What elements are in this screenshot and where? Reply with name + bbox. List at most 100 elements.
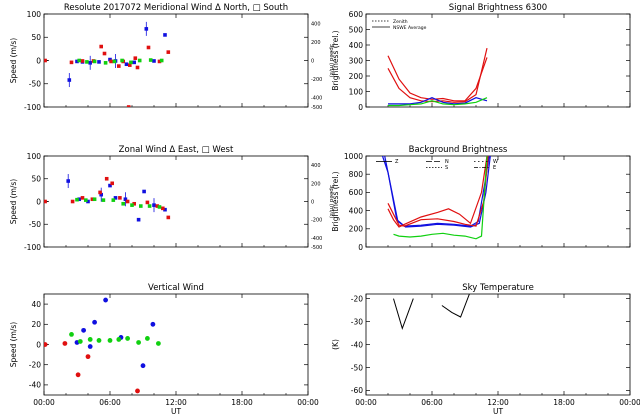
merid-ylabel: Speed (m/s) <box>9 38 18 84</box>
signal-ytick-label: 300 <box>349 56 364 65</box>
zonal-point-green <box>147 204 152 208</box>
background-legend-label: S <box>445 165 448 171</box>
merid-point-green <box>159 58 164 63</box>
merid-point-red <box>157 59 162 64</box>
merid-title: Resolute 2017072 Meridional Wind Δ North… <box>64 3 288 13</box>
background-series-green <box>393 156 488 240</box>
sky-xtick-label: 18:00 <box>553 398 575 407</box>
merid-point-red <box>44 58 47 63</box>
zonal-ytick-right-label: -400 <box>311 236 322 242</box>
vertical-title: Vertical Wind <box>148 283 204 293</box>
vertical-point-green <box>107 338 113 343</box>
zonal-point-blue <box>108 183 112 188</box>
background-ytick-label: 0 <box>358 243 363 252</box>
merid-point-green <box>120 58 124 63</box>
zonal-point-green <box>84 198 88 202</box>
merid-point-blue <box>97 60 101 64</box>
vertical-ytick-label: 0 <box>36 340 41 349</box>
background-axes-frame <box>365 155 631 248</box>
sky-xtick-label: 12:00 <box>487 398 509 407</box>
zonal-point-green <box>92 197 97 202</box>
vertical-ytick-label: 20 <box>31 320 41 329</box>
signal-title: Signal Brightness 6300 <box>449 3 547 13</box>
merid-ytick-right-label: -400 <box>311 96 322 102</box>
background-ylabel: Brightness (rel.) <box>331 171 340 231</box>
sky-ylabel: (K) <box>331 339 340 350</box>
chart-sky: Sky Temperature -60 -50 -40 -30 -20 00:00 06:00… <box>331 283 640 416</box>
zonal-point-red <box>145 200 150 205</box>
sky-ytick-label: -20 <box>351 294 363 303</box>
vertical-point-green <box>145 336 150 341</box>
vertical-point-blue <box>140 363 146 369</box>
zonal-point-red <box>118 196 122 200</box>
vertical-point-red <box>85 354 91 360</box>
signal-ytick-label: 0 <box>358 103 363 112</box>
zonal-point-green <box>75 197 79 202</box>
merid-point-green <box>85 60 89 64</box>
vertical-ylabel: Speed (m/s) <box>9 322 18 368</box>
merid-point-red <box>69 60 74 65</box>
vertical-point-green <box>87 337 93 342</box>
merid-ytick-right-label: -200 <box>311 77 322 83</box>
merid-point-green <box>77 58 81 63</box>
merid-point-red <box>117 64 121 68</box>
signal-series-red-1 <box>387 55 488 102</box>
merid-plot-area <box>44 21 171 107</box>
zonal-point-red <box>98 190 102 195</box>
zonal-ytick-label: 100 <box>27 152 42 161</box>
vertical-point-red <box>44 342 48 347</box>
merid-point-red <box>99 44 103 49</box>
zonal-ytick-label: 0 <box>36 197 41 206</box>
zonal-point-red <box>161 206 165 211</box>
signal-ylabel: Brightness (rel.) <box>331 30 340 90</box>
zonal-point-green <box>101 198 106 202</box>
zonal-point-blue <box>136 217 141 222</box>
signal-legend-label: Zenith <box>393 19 408 25</box>
chart-merid: Resolute 2017072 Meridional Wind Δ North… <box>9 3 334 112</box>
zonal-ytick-right-label: 400 <box>311 163 321 169</box>
zonal-point-green <box>139 204 143 208</box>
signal-ytick-label: 500 <box>349 25 364 34</box>
background-legend-label: E <box>493 165 496 171</box>
zonal-point-red <box>110 181 114 186</box>
vertical-ytick-label: 40 <box>31 300 41 309</box>
merid-ylabel-right: Speed (m/s) <box>328 44 334 77</box>
merid-point-blue <box>163 33 167 37</box>
signal-ytick-label: 200 <box>349 72 364 81</box>
signal-ytick-label: 400 <box>349 41 364 50</box>
vertical-point-green <box>96 338 102 343</box>
vertical-point-green <box>136 340 142 345</box>
vertical-point-blue <box>103 297 108 303</box>
vertical-point-blue <box>81 327 86 333</box>
merid-point-green <box>129 60 133 65</box>
merid-ytick-label: 50 <box>31 33 41 42</box>
zonal-title: Zonal Wind Δ East, □ West <box>119 145 234 155</box>
signal-plot-area <box>387 47 488 107</box>
vertical-point-red <box>62 341 68 346</box>
background-series-red-2 <box>387 156 488 228</box>
sky-xtick-label: 00:00 <box>619 398 640 407</box>
merid-ytick-right-label: 400 <box>311 21 321 27</box>
chart-vertical: Vertical Wind -40 -20 0 20 40 00:00 06:00 12:00 1… <box>9 283 319 416</box>
background-legend-label: W <box>493 159 498 165</box>
sky-ytick-label: -60 <box>351 386 363 395</box>
vertical-point-red <box>135 388 140 394</box>
merid-point-blue <box>152 59 156 63</box>
merid-point-blue <box>124 62 129 67</box>
merid-point-green <box>103 61 108 65</box>
signal-series-green <box>388 97 488 107</box>
background-ytick-label: 200 <box>349 225 364 234</box>
zonal-point-red <box>166 215 171 220</box>
zonal-point-blue <box>163 207 167 212</box>
merid-point-red <box>109 59 113 64</box>
zonal-point-blue <box>77 197 81 202</box>
merid-point-green <box>92 59 97 64</box>
merid-point-red <box>166 50 171 54</box>
zonal-point-red <box>80 196 85 200</box>
zonal-ytick-right-label: 200 <box>311 181 321 187</box>
merid-ytick-right-label: -500 <box>311 105 322 111</box>
signal-ytick-label: 100 <box>349 87 364 96</box>
vertical-xtick-label: 00:00 <box>297 398 319 407</box>
vertical-point-green <box>156 341 161 346</box>
